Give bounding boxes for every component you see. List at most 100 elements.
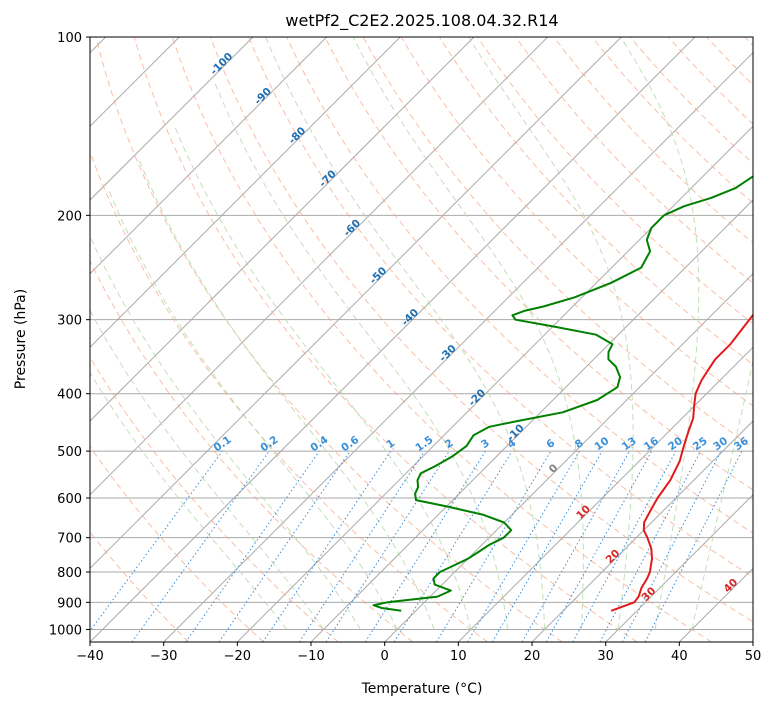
x-axis-title: Temperature (°C) [361,681,483,697]
isotherm-line [163,51,753,642]
isotherm-line [90,37,549,496]
isotherm-label: -50 [367,265,389,287]
axis-ticks: −40 −30 −20 −10 0 10 20 30 40 5010020030040050060… [49,31,761,664]
mixing-ratio-line [90,450,223,632]
x-tick-label: 20 [524,649,541,664]
mixing-ratio-line [364,450,486,642]
dry-adiabat-line [90,150,488,642]
dry-adiabat-line [705,37,753,86]
x-tick-label: 0 [381,649,389,664]
temperature-profile-line [610,313,753,612]
moist-adiabat-line [352,37,584,630]
isotherm-line [310,199,753,642]
moist-adiabat-line [173,123,472,630]
dry-adiabat-line [324,37,753,491]
moist-adiabat-line [468,37,634,630]
mixing-ratio-label: 1 [384,437,397,451]
moist-adiabat-line [620,37,700,630]
y-tick-label: 300 [57,314,82,329]
x-tick-label: 30 [597,649,614,664]
series-layer [372,175,753,612]
x-tick-label: 40 [671,649,688,664]
isotherm-line [90,37,696,642]
isotherm-label: -60 [341,217,363,239]
dry-adiabat-line [133,37,638,642]
isotherm-line [605,493,753,642]
moist-adiabat-line [265,37,546,630]
mixing-ratio-line [491,450,603,642]
isotherm-line [90,37,623,570]
isotherm-line [90,37,254,201]
isotherm-line [90,37,475,422]
y-tick-label: 800 [57,566,82,581]
mixing-ratio-label: 6 [544,437,557,451]
isotherm-label: -20 [466,387,488,409]
x-tick-label: −20 [224,649,251,664]
x-tick-label: 10 [450,649,467,664]
moist-adiabat-line [90,371,288,630]
isotherm-line [90,37,328,275]
mixing-ratio-line [185,450,320,642]
isotherm-label: 0 [547,462,561,476]
dry-adiabat-line [248,37,753,578]
x-tick-label: −30 [150,649,177,664]
dry-adiabat-line [477,37,753,325]
dry-adiabat-line [553,37,753,244]
dry-adiabat-line [90,259,414,642]
y-tick-label: 1000 [49,623,82,638]
isotherm-label: 10 [574,503,593,522]
isotherm-label: -90 [252,85,274,107]
y-tick-label: 700 [57,532,82,547]
moist-adiabat-line [90,309,325,630]
dry-adiabat-line [400,37,753,407]
x-tick-label: −40 [76,649,103,664]
isotherm-label: 40 [721,576,740,595]
moist-adiabat-line [691,358,753,630]
x-tick-label: −10 [297,649,324,664]
y-tick-label: 100 [57,31,82,46]
moist-adiabat-line [107,188,398,630]
moist-adiabat-line [214,83,509,630]
mixing-ratio-line [393,450,513,642]
isotherm-label: -80 [286,125,308,147]
isotherm-label: 20 [604,547,623,566]
dry-adiabat-line [95,37,563,642]
mixing-ratio-line [644,450,743,642]
isotherm-line [384,272,753,642]
isotherm-label: -30 [437,343,459,365]
mixing-ratio-line [435,450,552,642]
chart-title: wetPf2_C2E2.2025.108.04.32.R14 [285,11,558,31]
dry-adiabat-line [90,445,264,642]
dry-adiabat-line [438,37,753,366]
isotherm-label: -40 [399,307,421,329]
mixing-ratio-label: 16 [642,435,661,453]
mixing-ratio-line [325,450,450,642]
mixing-ratio-line [545,450,653,642]
annotation-labels: 0.1 0.2 0.4 0.6 1 1.5 2 3 4 6 8 10 13 16 20 25 30 36-100-… [208,51,751,604]
dry-adiabat-line [209,37,753,623]
mixing-ratio-line [572,450,677,642]
mixing-ratio-label: 25 [691,435,710,453]
isotherm-line [90,37,402,349]
background-lines [90,24,775,642]
y-tick-label: 600 [57,492,82,507]
isotherm-line [457,346,753,642]
mixing-ratio-label: 13 [620,435,639,453]
y-tick-label: 500 [57,445,82,460]
mixing-ratio-label: 30 [711,435,730,453]
plot-frame [89,36,754,643]
dry-adiabat-line [90,356,339,642]
dry-adiabat-line [286,37,753,534]
y-tick-label: 900 [57,596,82,611]
dewpoint-profile-line [372,175,753,612]
dry-adiabat-line [171,37,712,642]
dry-adiabat-line [770,24,775,642]
dry-adiabat-line [667,37,753,125]
mixing-ratio-line [521,450,630,642]
y-tick-label: 200 [57,209,82,224]
isotherm-line [236,125,753,642]
y-tick-label: 400 [57,388,82,403]
mixing-ratio-line [262,450,392,642]
moist-adiabat-line [137,157,435,630]
